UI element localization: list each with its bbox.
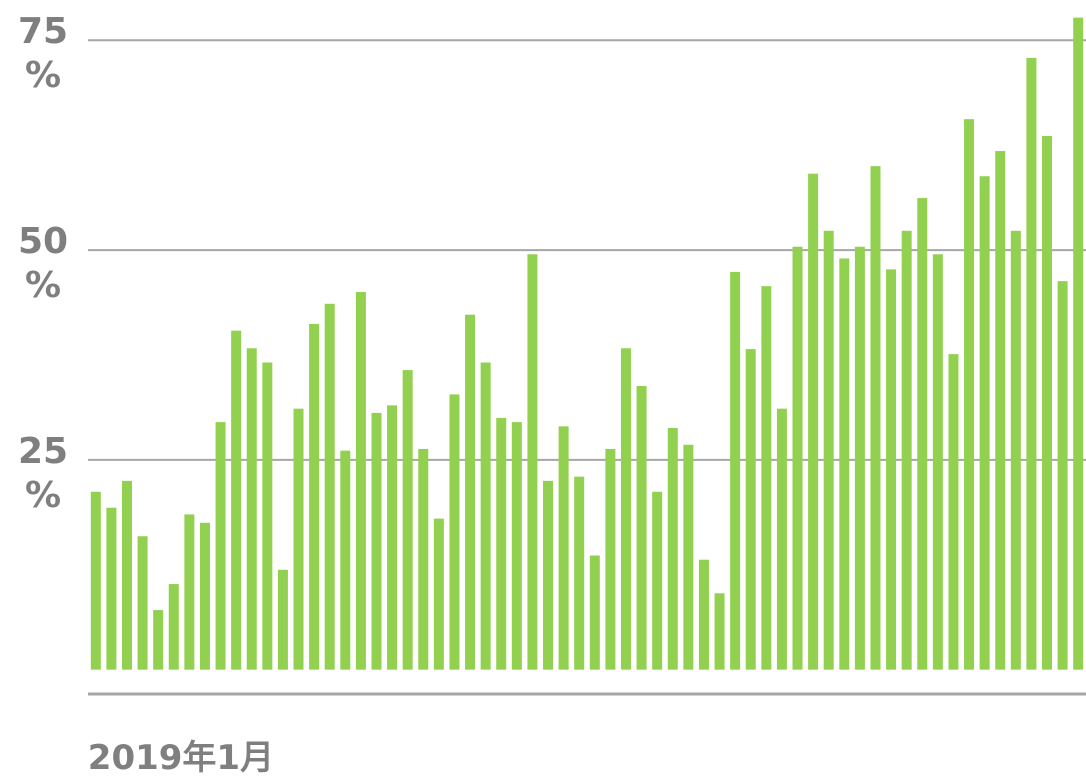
bar [168,584,179,670]
bar [901,230,912,670]
bar [870,166,881,670]
x-tick-label: 2019年1月 [87,738,275,778]
bar [433,518,444,670]
bar [480,362,491,670]
bar [652,491,663,670]
bar [262,362,273,670]
bar [761,286,772,670]
bar [309,323,320,670]
bar [948,354,959,670]
bar [745,349,756,670]
bar [683,444,694,670]
bar [792,246,803,670]
bar [1057,281,1068,670]
bar [932,254,943,670]
bar [1073,17,1084,670]
bar [886,269,897,670]
bar [355,292,366,670]
bar [231,330,242,670]
bar [823,230,834,670]
bar [558,426,569,670]
bar [730,271,741,670]
bar [917,198,928,670]
bar [527,254,538,670]
y-tick-label: 75 % [17,11,69,97]
bar [465,314,476,670]
bar [199,522,210,670]
bar [449,394,460,670]
bar [246,348,257,670]
bar [808,173,819,670]
bar [714,593,725,670]
bar [402,370,413,670]
bar [620,348,631,670]
bar [589,555,600,670]
bar [979,176,990,670]
bar [371,412,382,670]
bar [995,151,1006,670]
bar [964,119,975,670]
bar [511,422,522,670]
bar [277,569,288,670]
bar [1026,57,1037,670]
bar [90,491,101,670]
bar [137,536,148,670]
bar [215,422,226,670]
bar [854,246,865,670]
bar [340,450,351,670]
bar [293,408,304,670]
bar [543,480,554,670]
bar [387,405,398,670]
bar [496,417,507,670]
bar [1042,135,1053,670]
bar [776,408,787,670]
y-tick-label: 50 % [17,221,69,307]
bar [839,258,850,670]
bar [106,507,117,670]
bar [153,610,164,670]
bar [324,303,335,670]
bar [1010,230,1021,670]
bar [418,448,429,670]
y-tick-label: 25 % [17,430,69,516]
bar [184,514,195,670]
bar [605,448,616,670]
bar [574,476,585,670]
bar [667,427,678,670]
bar [121,480,132,670]
bar [698,559,709,670]
bar [636,386,647,670]
